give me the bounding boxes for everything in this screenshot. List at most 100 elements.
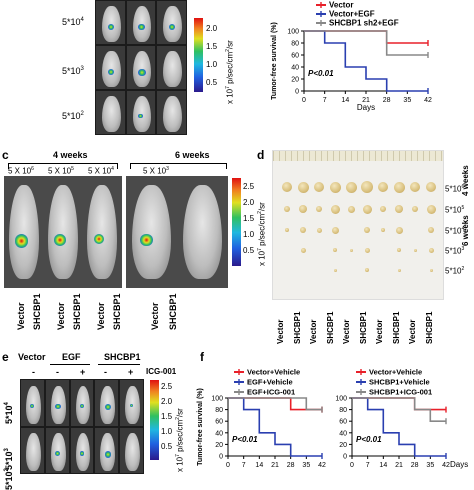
panel-d-column-label: SHCBP1 (358, 311, 368, 344)
legend-label: SHCBP1+Vehicle (369, 378, 430, 387)
y-tick-label: 100 (287, 29, 299, 36)
y-tick-label: 60 (215, 419, 223, 426)
x-tick-label: 42 (318, 462, 326, 469)
mouse-image (96, 1, 125, 44)
tumor-sample (285, 228, 289, 232)
bioluminescence-signal (55, 451, 61, 457)
mouse-image (70, 427, 94, 473)
panel-f-left-survival-chart: 0 20 40 60 80 100 0 7 14 21 28 35 42 Tumor-free survi… (197, 368, 326, 470)
panel-c-group1-label: 4 weeks (53, 150, 88, 160)
y-tick-label: 0 (295, 89, 299, 96)
panel-d-column-label: Vector (309, 319, 318, 344)
tumor-sample (361, 181, 373, 193)
y-tick-label: 40 (291, 65, 299, 72)
panel-f-right-survival-chart: 0 20 40 60 80 100 0 7 14 21 28 35 42 Days Vector+Vehic… (335, 368, 468, 470)
x-tick-label: 28 (287, 462, 295, 469)
x-tick-label: 7 (366, 462, 370, 469)
tumor-sample (284, 206, 290, 212)
panel-a-colorbar-tick: 1.0 (206, 60, 218, 69)
bioluminescence-signal (55, 403, 61, 410)
mouse-image (96, 46, 125, 89)
tumor-sample (412, 206, 418, 212)
mouse-image (126, 46, 156, 89)
x-tick-label: 28 (383, 97, 391, 104)
panel-d-column-label: Vector (342, 319, 351, 344)
panel-e-colorbar (150, 380, 159, 460)
panel-e-sign: + (80, 367, 86, 377)
y-tick-label: 80 (291, 41, 299, 48)
panel-c-group1-bracket (8, 163, 118, 169)
mouse-image (21, 380, 44, 426)
tumor-sample (282, 182, 292, 192)
tumor-sample (316, 206, 322, 212)
x-tick-label: 0 (302, 97, 306, 104)
x-tick-label: 42 (442, 462, 450, 469)
mouse-image (96, 91, 125, 134)
panel-e-sign: - (56, 367, 59, 377)
panel-c-colorbar-tick: 2.5 (243, 182, 255, 191)
panel-c-photo (126, 176, 228, 288)
bioluminescence-signal (80, 403, 85, 409)
mouse-image (45, 380, 69, 426)
mouse-body (163, 96, 182, 133)
series-line (228, 397, 322, 411)
tumor-sample (410, 182, 420, 192)
panel-e-row-label: 5*102 (4, 468, 14, 490)
panel-c-group2-bracket (130, 163, 227, 169)
panel-d-letter: d (257, 148, 265, 162)
panel-c-column-label: SHCBP1 (168, 293, 178, 330)
bioluminescence-signal (168, 23, 176, 30)
x-tick-label: 14 (341, 97, 349, 104)
panel-d-column-label: SHCBP1 (424, 311, 434, 344)
mouse-body (183, 184, 222, 280)
panel-c-column-label: Vector (16, 302, 26, 330)
panel-d-column-label: SHCBP1 (325, 311, 335, 344)
panel-d-column-label: Vector (276, 319, 285, 344)
panel-d-row-label: 5*104 (445, 226, 465, 236)
bioluminescence-signal (30, 403, 35, 408)
bioluminescence-signal (80, 451, 85, 456)
x-tick-label: 35 (302, 462, 310, 469)
tumor-sample (365, 268, 369, 272)
mouse-body (125, 433, 141, 472)
mouse-image (95, 380, 119, 426)
mouse-body (25, 433, 41, 472)
tumor-sample (330, 204, 340, 214)
p-value-annotation: P<0.01 (232, 435, 258, 444)
p-value-annotation: P<0.01 (308, 69, 334, 78)
panel-e-colorbar-tick: 2.5 (161, 382, 173, 391)
tumor-sample (429, 268, 433, 272)
panel-d-weeks-top: 4 weeks (461, 165, 470, 196)
panel-e-header-shcbp1: SHCBP1 (104, 352, 141, 362)
bioluminescence-signal (138, 68, 146, 76)
mouse-image (120, 380, 143, 426)
series-line (228, 397, 322, 457)
mouse-body (87, 184, 118, 280)
panel-d-tumor-photo (272, 150, 444, 300)
tumor-sample (395, 205, 403, 213)
mouse-image (21, 427, 44, 473)
series-line (304, 30, 428, 92)
bioluminescence-signal (54, 234, 67, 247)
mouse-image (45, 427, 69, 473)
mouse-image (95, 427, 119, 473)
tumor-sample (329, 181, 341, 193)
x-tick-label: 21 (395, 462, 403, 469)
panel-c-dose-label: 5 X 104 (88, 166, 114, 176)
tumor-sample (300, 247, 306, 253)
bioluminescence-signal (107, 23, 115, 31)
panel-c-dose-label: 5 X 103 (143, 166, 169, 176)
panel-a-row-label-2: 5*103 (62, 66, 84, 76)
series-line (352, 397, 446, 457)
panel-e-row-label: 5*103 (4, 448, 14, 470)
y-tick-label: 60 (291, 53, 299, 60)
panel-a-colorbar-tick: 2.0 (206, 24, 218, 33)
panel-c-column-label: SHCBP1 (72, 293, 82, 330)
mouse-image (120, 427, 143, 473)
panel-d-weeks-bottom: 6 weeks (461, 215, 470, 246)
panel-d-ruler (273, 151, 443, 161)
tumor-sample (413, 248, 417, 252)
panel-e-sign: - (32, 367, 35, 377)
mouse-body (8, 184, 39, 280)
y-tick-label: 60 (339, 419, 347, 426)
